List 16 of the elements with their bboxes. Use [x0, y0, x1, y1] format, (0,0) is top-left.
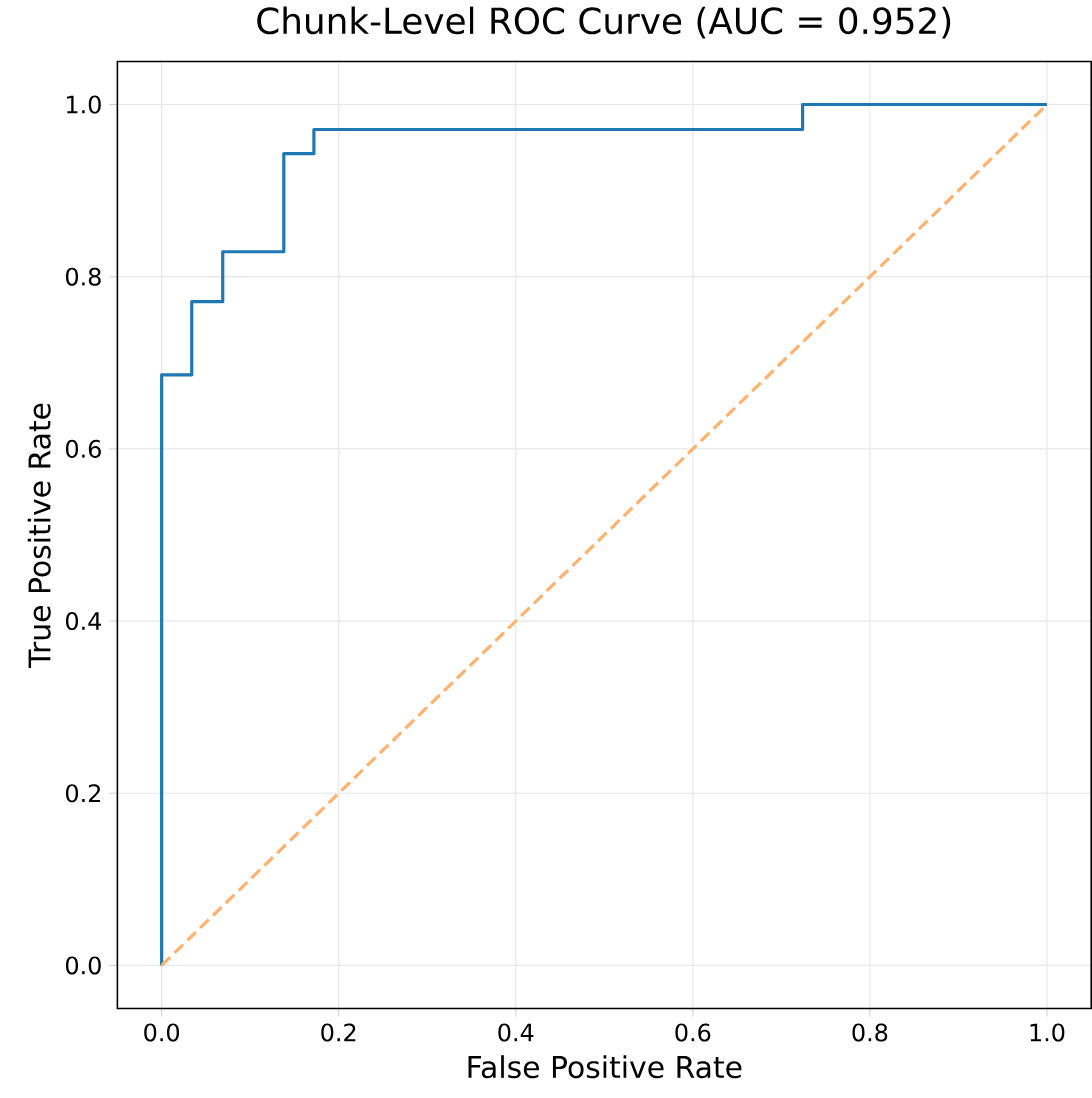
y-tick-label: 0.2: [65, 784, 100, 803]
x-tick-label: 0.2: [321, 1023, 356, 1042]
x-tick-label: 0.0: [144, 1023, 179, 1042]
x-tick-label: 0.8: [852, 1023, 888, 1042]
y-tick-label: 0.6: [65, 439, 101, 458]
y-tick-label: 0.0: [65, 956, 101, 975]
x-axis-title: False Positive Rate: [468, 1055, 742, 1079]
x-tick-label: 1.0: [1030, 1023, 1065, 1042]
y-axis-title: True Positive Rate: [27, 403, 51, 668]
y-tick-label: 0.4: [65, 612, 101, 631]
line-series: [159, 102, 1049, 968]
chart-title: Chunk-Level ROC Curve (AUC = 0.952): [257, 6, 951, 39]
x-tick-label: 0.6: [675, 1023, 711, 1042]
y-tick-label: 1.0: [66, 95, 101, 114]
x-tick-label: 0.4: [498, 1023, 534, 1042]
y-tick-label: 0.8: [65, 267, 101, 286]
